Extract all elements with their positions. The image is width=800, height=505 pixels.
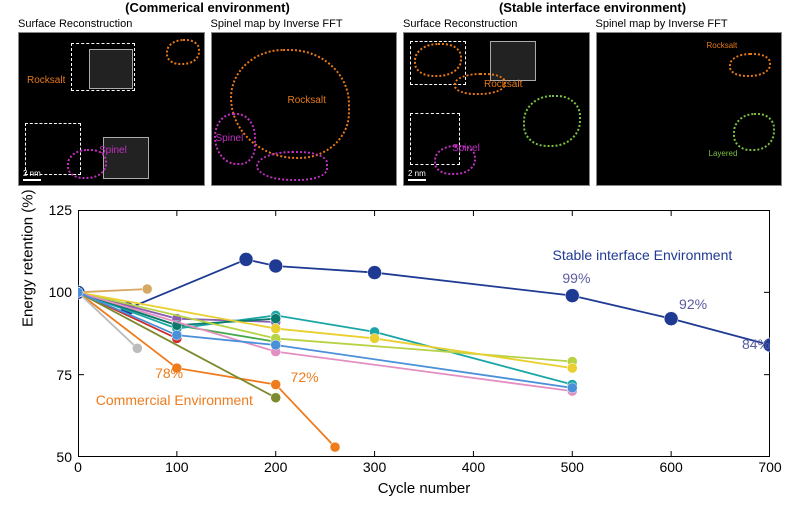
chart-annotation: 92% xyxy=(679,296,707,312)
panel-1: Spinel map by Inverse FFT Rocksalt Spine… xyxy=(211,18,398,186)
panel-2-title: Surface Reconstruction xyxy=(403,18,590,30)
panel-0-label-0: Rocksalt xyxy=(27,75,65,86)
ytick: 125 xyxy=(18,202,78,218)
panel-3-image: Rocksalt Layered xyxy=(596,32,783,186)
panel-2-label-1: Spinel xyxy=(452,143,480,154)
xtick: 200 xyxy=(264,459,287,475)
xtick: 100 xyxy=(165,459,188,475)
panel-1-image: Rocksalt Spinel xyxy=(211,32,398,186)
panel-1-label-1: Spinel xyxy=(216,133,244,144)
top-image-row: (Commerical environment) Surface Reconst… xyxy=(0,0,800,200)
panel-2-image: Rocksalt Spinel 2 nm xyxy=(403,32,590,186)
panel-3: Spinel map by Inverse FFT Rocksalt Layer… xyxy=(596,18,783,186)
panel-3-label-0: Rocksalt xyxy=(707,41,738,50)
panel-0-title: Surface Reconstruction xyxy=(18,18,205,30)
chart-annotation: 99% xyxy=(562,270,590,286)
ytick: 75 xyxy=(18,367,78,383)
chart-annotation: 78% xyxy=(155,365,183,381)
chart-annotation: Stable interface Environment xyxy=(553,247,733,263)
env-right: (Stable interface environment) Surface R… xyxy=(403,0,782,200)
ytick: 100 xyxy=(18,284,78,300)
xtick: 500 xyxy=(561,459,584,475)
panel-2: Surface Reconstruction Rocksalt Spinel 2… xyxy=(403,18,590,186)
chart-annotation: 72% xyxy=(291,369,319,385)
xtick: 0 xyxy=(74,459,82,475)
x-axis-label: Cycle number xyxy=(78,480,770,497)
chart: Energy retention (%) Cycle number 507510… xyxy=(18,205,782,495)
env-left-title: (Commerical environment) xyxy=(18,0,397,15)
xtick: 300 xyxy=(363,459,386,475)
panel-0: Surface Reconstruction Rocksalt Spinel 2… xyxy=(18,18,205,186)
panel-3-title: Spinel map by Inverse FFT xyxy=(596,18,783,30)
ytick: 50 xyxy=(18,449,78,465)
panel-0-scalebar: 2 nm xyxy=(23,169,41,181)
chart-annotation: Commercial Environment xyxy=(96,392,253,408)
xtick: 600 xyxy=(659,459,682,475)
env-left: (Commerical environment) Surface Reconst… xyxy=(18,0,397,200)
xtick: 700 xyxy=(758,459,781,475)
panel-1-label-0: Rocksalt xyxy=(288,95,326,106)
xtick: 400 xyxy=(462,459,485,475)
panel-3-label-1: Layered xyxy=(709,149,738,158)
panel-2-label-0: Rocksalt xyxy=(484,79,522,90)
chart-annotation: 84% xyxy=(742,336,770,352)
panel-0-label-1: Spinel xyxy=(99,145,127,156)
panel-0-image: Rocksalt Spinel 2 nm xyxy=(18,32,205,186)
panel-1-title: Spinel map by Inverse FFT xyxy=(211,18,398,30)
env-right-title: (Stable interface environment) xyxy=(403,0,782,15)
panel-2-scalebar: 2 nm xyxy=(408,169,426,181)
